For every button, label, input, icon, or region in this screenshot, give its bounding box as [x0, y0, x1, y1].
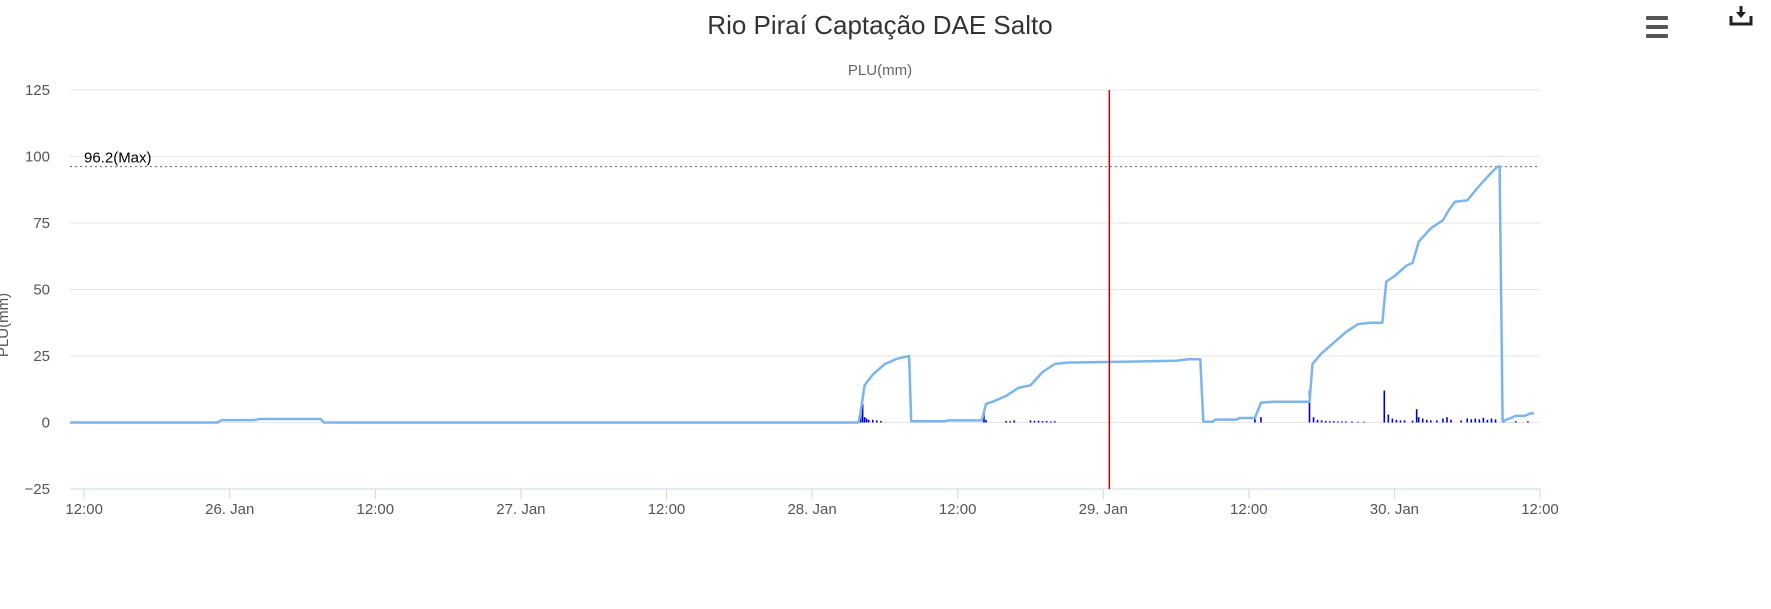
x-axis-layer: 12:00 26. Jan 12:00 27. Jan 12:00 28. Jan 12:0…	[65, 489, 1559, 518]
x-tick-label: 30. Jan	[1370, 501, 1419, 518]
download-icon	[1729, 6, 1753, 26]
x-tick-label: 28. Jan	[787, 501, 836, 518]
chart-menu-button[interactable]	[1640, 12, 1674, 42]
x-tick-label: 12:00	[648, 501, 686, 518]
x-tick-label: 12:00	[939, 501, 977, 518]
max-line-layer: 96.2(Max)	[70, 150, 1540, 168]
grid-layer: 125 100 75 50 25 0 −25	[25, 82, 1540, 498]
y-tick-label: −25	[25, 481, 50, 498]
chart-subtitle: PLU(mm)	[848, 62, 912, 79]
accumulated-line-layer	[70, 165, 1535, 424]
x-tick-label: 12:00	[1521, 501, 1559, 518]
x-tick-label: 26. Jan	[205, 501, 254, 518]
hamburger-icon	[1646, 16, 1668, 38]
accumulated-series-line	[70, 165, 1535, 424]
y-tick-label: 125	[25, 82, 50, 99]
y-tick-label: 0	[42, 415, 50, 432]
download-button[interactable]	[1724, 4, 1758, 34]
x-tick-label: 12:00	[1230, 501, 1268, 518]
x-tick-label: 29. Jan	[1079, 501, 1128, 518]
hourly-columns-layer	[859, 390, 1529, 423]
y-tick-label: 100	[25, 149, 50, 166]
y-tick-label: 75	[33, 215, 50, 232]
chart-title: Rio Piraí Captação DAE Salto	[707, 10, 1052, 40]
y-tick-label: 50	[33, 282, 50, 299]
x-tick-label: 27. Jan	[496, 501, 545, 518]
y-axis-label: PLU(mm)	[0, 293, 12, 357]
y-tick-label: 25	[33, 348, 50, 365]
max-line-label: 96.2(Max)	[84, 150, 152, 167]
x-tick-label: 12:00	[357, 501, 395, 518]
x-tick-label: 12:00	[65, 501, 103, 518]
